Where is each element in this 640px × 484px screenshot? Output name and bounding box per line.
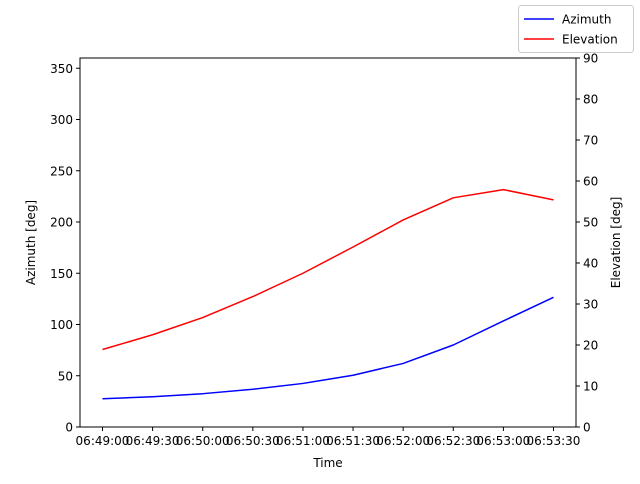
x-tick-label: 06:49:00	[76, 434, 130, 448]
x-axis: 06:49:0006:49:3006:50:0006:50:3006:51:00…	[76, 427, 581, 448]
plot-lines	[102, 188, 554, 400]
right-y-tick-label: 60	[583, 175, 598, 189]
x-tick-label: 06:49:30	[126, 434, 180, 448]
right-y-tick-label: 40	[583, 257, 598, 271]
left-y-tick-label: 300	[50, 113, 73, 127]
left-y-tick-label: 200	[50, 216, 73, 230]
x-tick-label: 06:52:00	[376, 434, 430, 448]
right-y-tick-label: 30	[583, 298, 598, 312]
left-y-tick-label: 350	[50, 62, 73, 76]
right-y-axis: 0 10 20 30 40 50 60 70 80 90	[576, 52, 598, 435]
series-line-azimuth	[102, 296, 554, 400]
left-y-tick-label: 150	[50, 267, 73, 281]
legend-box	[518, 5, 634, 53]
plot-frame	[79, 57, 577, 428]
x-tick-label: 06:51:30	[326, 434, 380, 448]
left-y-tick-label: 0	[65, 421, 73, 435]
x-axis-label: Time	[312, 456, 342, 470]
x-tick-label: 06:50:00	[176, 434, 230, 448]
legend: Azimuth Elevation	[518, 5, 634, 53]
x-tick-label: 06:52:30	[426, 434, 480, 448]
x-tick-label: 06:53:30	[527, 434, 581, 448]
legend-label-azimuth: Azimuth	[562, 13, 611, 27]
right-y-tick-label: 50	[583, 216, 598, 230]
left-y-tick-label: 50	[58, 369, 73, 383]
left-y-axis-label: Azimuth [deg]	[24, 200, 38, 285]
right-y-tick-label: 90	[583, 52, 598, 66]
x-tick-label: 06:51:00	[276, 434, 330, 448]
right-y-axis-label: Elevation [deg]	[609, 197, 623, 289]
right-y-tick-label: 70	[583, 134, 598, 148]
x-tick-label: 06:50:30	[226, 434, 280, 448]
left-y-axis: 0 50 100 150 200 250 300 350	[50, 62, 80, 435]
right-y-tick-label: 10	[583, 380, 598, 394]
left-y-tick-label: 100	[50, 318, 73, 332]
x-tick-label: 06:53:00	[476, 434, 530, 448]
legend-label-elevation: Elevation	[562, 33, 618, 47]
series-line-elevation	[102, 188, 554, 351]
right-y-tick-label: 20	[583, 339, 598, 353]
right-y-tick-label: 0	[583, 421, 591, 435]
left-y-tick-label: 250	[50, 164, 73, 178]
right-y-tick-label: 80	[583, 93, 598, 107]
